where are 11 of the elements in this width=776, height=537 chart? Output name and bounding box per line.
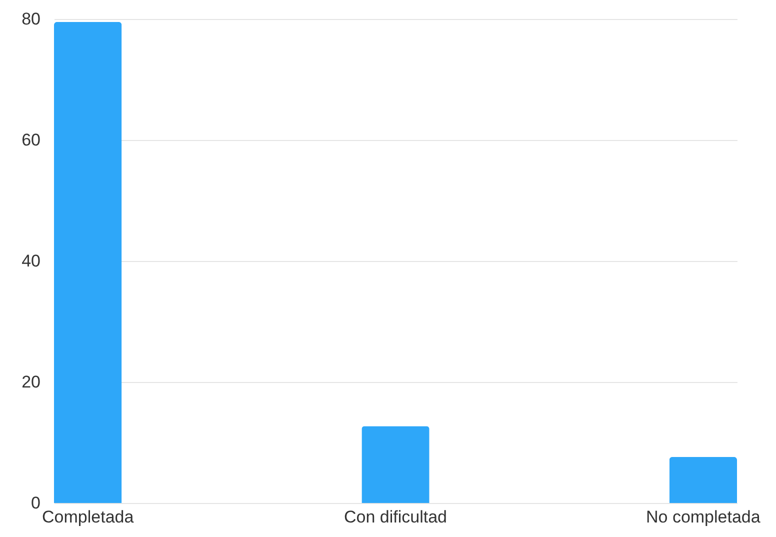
y-tick-label: 80 <box>22 10 40 28</box>
bar <box>669 457 737 503</box>
bar <box>362 426 430 503</box>
y-tick-label: 40 <box>22 252 40 270</box>
y-tick-label: 60 <box>22 130 40 150</box>
x-tick-label: Con dificultad <box>344 508 448 526</box>
x-tick-label: Completada <box>42 508 134 526</box>
x-tick-label: No completada <box>646 508 761 526</box>
y-tick-label: 20 <box>22 372 40 392</box>
bar <box>54 22 122 503</box>
y-tick-label: 0 <box>31 494 40 512</box>
